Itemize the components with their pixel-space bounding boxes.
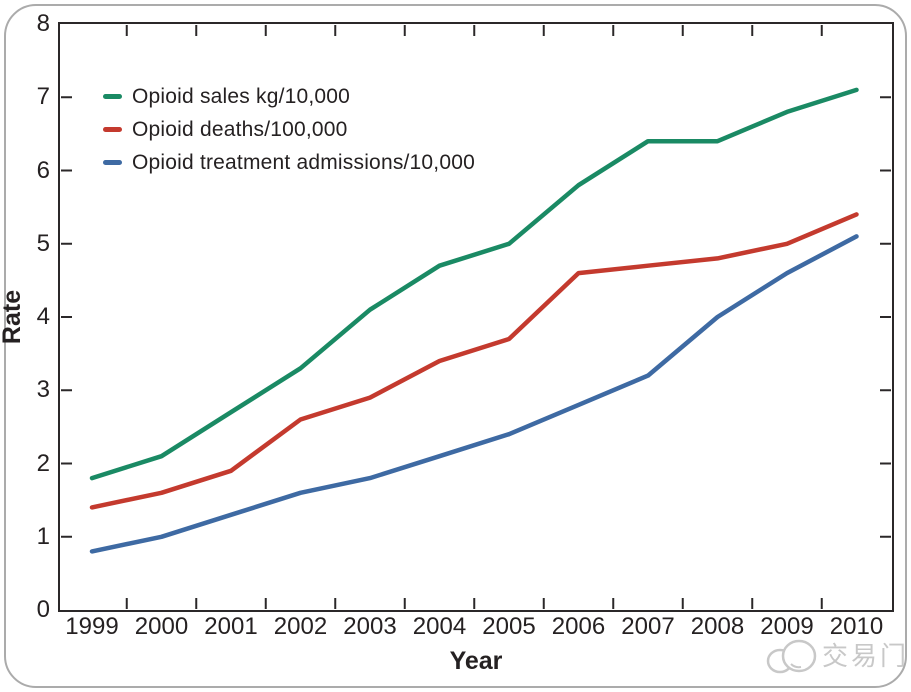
legend-item-2: Opioid treatment admissions/10,000 [103,146,475,179]
legend-line-swatch [103,94,122,99]
legend-line-swatch [103,127,122,132]
y-tick-label: 7 [36,83,50,111]
watermark-logo-icon [766,639,817,674]
x-tick-label: 2009 [760,613,814,640]
legend: Opioid sales kg/10,000 Opioid deaths/100,… [103,80,475,179]
y-tick-label: 8 [36,10,50,37]
x-tick-label: 2004 [412,613,467,640]
series-line-2 [89,234,859,554]
watermark: 交易门 [763,631,909,681]
y-tick-label: 4 [36,303,50,330]
chart-svg [61,25,891,609]
legend-label: Opioid deaths/100,000 [132,117,348,141]
x-tick-label: 2008 [690,613,745,640]
x-tick-label: 2010 [829,613,884,640]
watermark-text: 交易门 [822,641,910,671]
series-line-0 [89,87,859,481]
x-tick-label: 2001 [204,613,258,640]
y-tick-label: 3 [36,376,50,404]
x-tick-label: 2006 [551,613,606,640]
legend-item-1: Opioid deaths/100,000 [103,113,475,146]
y-tick-label: 5 [36,229,50,257]
y-tick-label: 1 [36,522,50,550]
series-line-1 [89,212,859,510]
legend-label: Opioid sales kg/10,000 [132,84,351,108]
legend-label: Opioid treatment admissions/10,000 [132,150,475,174]
y-tick-label: 2 [36,449,50,477]
plot-area: Opioid sales kg/10,000 Opioid deaths/100,… [58,22,894,612]
legend-item-0: Opioid sales kg/10,000 [103,80,475,113]
x-tick-label: 1999 [65,613,119,640]
x-tick-label: 2007 [621,613,675,640]
legend-line-swatch [103,160,122,165]
x-tick-label: 2000 [134,613,189,640]
y-tick-label: 6 [36,156,50,184]
x-tick-label: 2005 [482,613,536,640]
y-axis-title: Rate [0,289,26,345]
y-tick-label: 0 [36,596,50,623]
x-tick-label: 2002 [273,613,328,640]
x-axis-title: Year [449,647,503,675]
x-tick-label: 2003 [343,613,397,640]
